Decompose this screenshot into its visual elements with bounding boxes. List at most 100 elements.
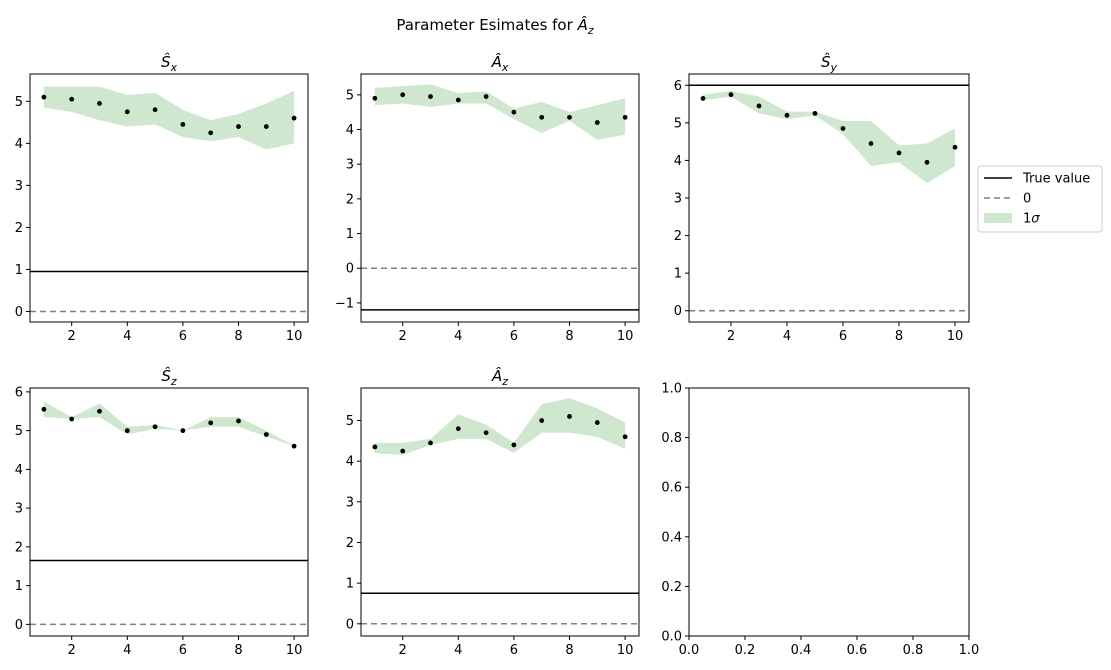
legend-label-main: 1 — [1023, 212, 1031, 227]
estimate-point — [236, 418, 241, 424]
y-tick-label: 3 — [346, 158, 354, 173]
estimate-point — [840, 126, 846, 131]
subplot-title-subscript: x — [501, 61, 509, 74]
x-tick-label: 2 — [399, 643, 407, 658]
estimate-point — [756, 103, 762, 109]
subplot-title-symbol: Â — [491, 366, 502, 385]
x-tick-label: 2 — [727, 329, 735, 344]
estimate-point — [124, 428, 130, 434]
estimate-point — [728, 92, 734, 98]
subplot-5: 2 4 6 8 10 0 1 2 3 4 5 Âz — [346, 366, 640, 658]
subplot-title-symbol: Ŝ — [821, 52, 831, 71]
estimate-point — [428, 94, 433, 99]
x-tick-label: 10 — [617, 643, 634, 658]
y-tick-label: 0.2 — [661, 580, 682, 595]
y-tick-label: 5 — [674, 116, 682, 131]
subplot-4: 2 4 6 8 10 0 1 2 3 4 5 6 Ŝz — [15, 366, 309, 658]
legend-label: 0 — [1023, 192, 1031, 207]
subplot-title-symbol: Â — [491, 52, 502, 71]
x-tick-label: 4 — [783, 329, 791, 344]
axes-frame — [360, 387, 640, 637]
estimate-point — [152, 107, 158, 113]
subplot-title-subscript: y — [830, 61, 838, 74]
estimate-point — [291, 443, 297, 449]
sigma-band — [703, 90, 955, 183]
x-tick-label: 8 — [565, 643, 573, 658]
y-tick-label: 2 — [15, 221, 23, 236]
y-tick-label: 2 — [346, 536, 354, 551]
estimate-point — [208, 420, 214, 426]
y-tick-label: 2 — [674, 229, 682, 244]
estimate-point — [924, 159, 930, 165]
legend-label-main: True value — [1022, 172, 1090, 187]
legend-band-swatch — [984, 213, 1012, 223]
y-tick-label: 3 — [674, 192, 682, 207]
estimate-point — [868, 141, 874, 146]
y-tick-label: 1 — [15, 579, 23, 594]
estimate-point — [896, 150, 902, 156]
figure-suptitle: Parameter Esimates for Âz — [396, 15, 593, 37]
subplot-1: 2 4 6 8 10 0 1 2 3 4 5 Ŝx — [15, 52, 309, 344]
y-tick-label: 6 — [15, 385, 23, 400]
x-tick-label: 6 — [179, 643, 187, 658]
y-tick-label: 2 — [346, 192, 354, 207]
subplot-title-symbol: Ŝ — [161, 366, 171, 385]
estimate-point — [208, 130, 214, 136]
y-tick-label: 4 — [346, 455, 354, 470]
estimate-point — [41, 406, 47, 412]
estimate-point — [483, 94, 489, 99]
legend-label: True value — [1022, 172, 1090, 187]
x-tick-label: 2 — [68, 329, 76, 344]
subplot-title: Âz — [491, 366, 508, 388]
y-tick-label: 0 — [15, 305, 23, 320]
legend-label-main: 0 — [1023, 192, 1031, 207]
x-tick-label: 4 — [123, 329, 131, 344]
estimate-point — [952, 144, 958, 150]
estimate-point — [455, 426, 461, 432]
subplot-title: Âx — [491, 52, 509, 74]
y-tick-label: 1 — [15, 263, 23, 278]
y-tick-label: 0.6 — [661, 481, 682, 496]
estimate-point — [539, 418, 545, 423]
y-tick-label: 4 — [674, 154, 682, 169]
estimate-point — [372, 444, 378, 450]
y-tick-label: 0.8 — [661, 431, 682, 446]
estimate-point — [97, 101, 102, 106]
axes-frame — [29, 73, 309, 323]
x-tick-label: 6 — [510, 329, 518, 344]
x-tick-label: 8 — [234, 329, 242, 344]
x-tick-label: 4 — [123, 643, 131, 658]
y-tick-label: 5 — [15, 95, 23, 110]
estimate-point — [180, 428, 186, 434]
x-tick-label: 4 — [454, 329, 462, 344]
suptitle-subscript: z — [587, 24, 594, 37]
x-tick-label: 10 — [947, 329, 964, 344]
y-tick-label: 1 — [346, 227, 354, 242]
suptitle-symbol: Â — [577, 15, 588, 34]
x-tick-label: 2 — [399, 329, 407, 344]
x-tick-label: 0.4 — [791, 643, 812, 658]
x-tick-label: 0.2 — [735, 643, 756, 658]
x-tick-label: 6 — [179, 329, 187, 344]
axes-frame — [688, 73, 970, 323]
axes-frame — [688, 387, 970, 637]
estimate-point — [428, 440, 433, 446]
subplot-6: 0.0 0.2 0.4 0.6 0.8 1.0 0.0 0.2 0.4 0.6 0.8 1.0 — [661, 382, 979, 659]
estimate-point — [622, 114, 628, 120]
x-tick-label: 8 — [234, 643, 242, 658]
y-tick-label: 6 — [674, 79, 682, 94]
y-tick-label: 5 — [346, 414, 354, 429]
subplot-title: Ŝy — [821, 52, 838, 74]
estimate-point — [622, 434, 628, 440]
sigma-band — [43, 401, 295, 447]
sigma-band — [43, 86, 295, 150]
estimate-point — [400, 448, 406, 454]
estimate-point — [372, 95, 378, 101]
estimate-point — [69, 416, 75, 422]
suptitle-prefix: Parameter Esimates for — [396, 16, 577, 34]
estimate-point — [41, 94, 47, 100]
subplot-title-subscript: z — [170, 375, 177, 388]
subplot-title-subscript: z — [501, 375, 508, 388]
